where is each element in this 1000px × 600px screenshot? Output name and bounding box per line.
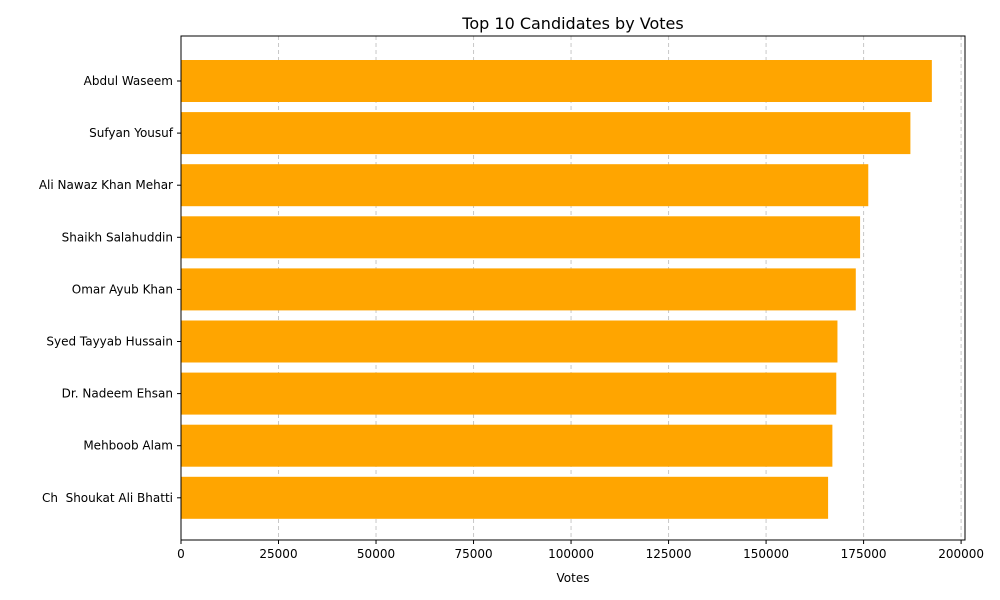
bar	[181, 320, 838, 363]
x-tick-label: 100000	[548, 547, 594, 561]
x-tick-label: 150000	[743, 547, 789, 561]
plot-frame	[180, 35, 966, 541]
bar	[181, 424, 833, 467]
y-tick-label: Omar Ayub Khan	[72, 282, 173, 296]
y-tick-label: Sufyan Yousuf	[89, 126, 174, 140]
bar	[181, 60, 932, 102]
x-tick-label: 50000	[357, 547, 395, 561]
bar	[181, 268, 856, 311]
x-tick-label: 125000	[646, 547, 692, 561]
bar	[181, 164, 869, 207]
bar	[181, 112, 911, 155]
y-tick-label: Mehboob Alam	[83, 439, 173, 453]
y-tick-label: Ch Shoukat Ali Bhatti	[42, 491, 173, 505]
y-axis-ticks: Abdul Waseem Sufyan Yousuf Ali Nawaz Khan …	[39, 74, 181, 505]
bar	[181, 476, 829, 519]
y-tick-label: Ali Nawaz Khan Mehar	[39, 178, 173, 192]
x-axis-ticks: 0 25000 50000 75000 100000 125000 150000 175000…	[177, 540, 984, 561]
x-tick-label: 200000	[938, 547, 984, 561]
y-tick-label: Dr. Nadeem Ehsan	[62, 387, 173, 401]
x-tick-label: 25000	[259, 547, 297, 561]
bar	[181, 372, 837, 415]
y-tick-label: Shaikh Salahuddin	[62, 230, 173, 244]
y-tick-label: Abdul Waseem	[84, 74, 173, 88]
x-tick-label: 175000	[841, 547, 887, 561]
x-tick-label: 75000	[454, 547, 492, 561]
x-axis-label: Votes	[557, 571, 590, 585]
bar	[181, 216, 861, 259]
x-tick-label: 0	[177, 547, 185, 561]
bars	[181, 60, 932, 519]
y-tick-label: Syed Tayyab Hussain	[46, 335, 173, 349]
chart-title: Top 10 Candidates by Votes	[461, 14, 683, 33]
